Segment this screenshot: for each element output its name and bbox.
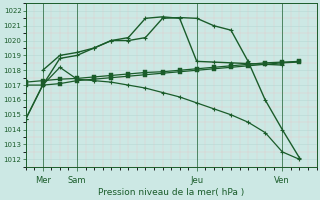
X-axis label: Pression niveau de la mer( hPa ): Pression niveau de la mer( hPa ) <box>98 188 244 197</box>
